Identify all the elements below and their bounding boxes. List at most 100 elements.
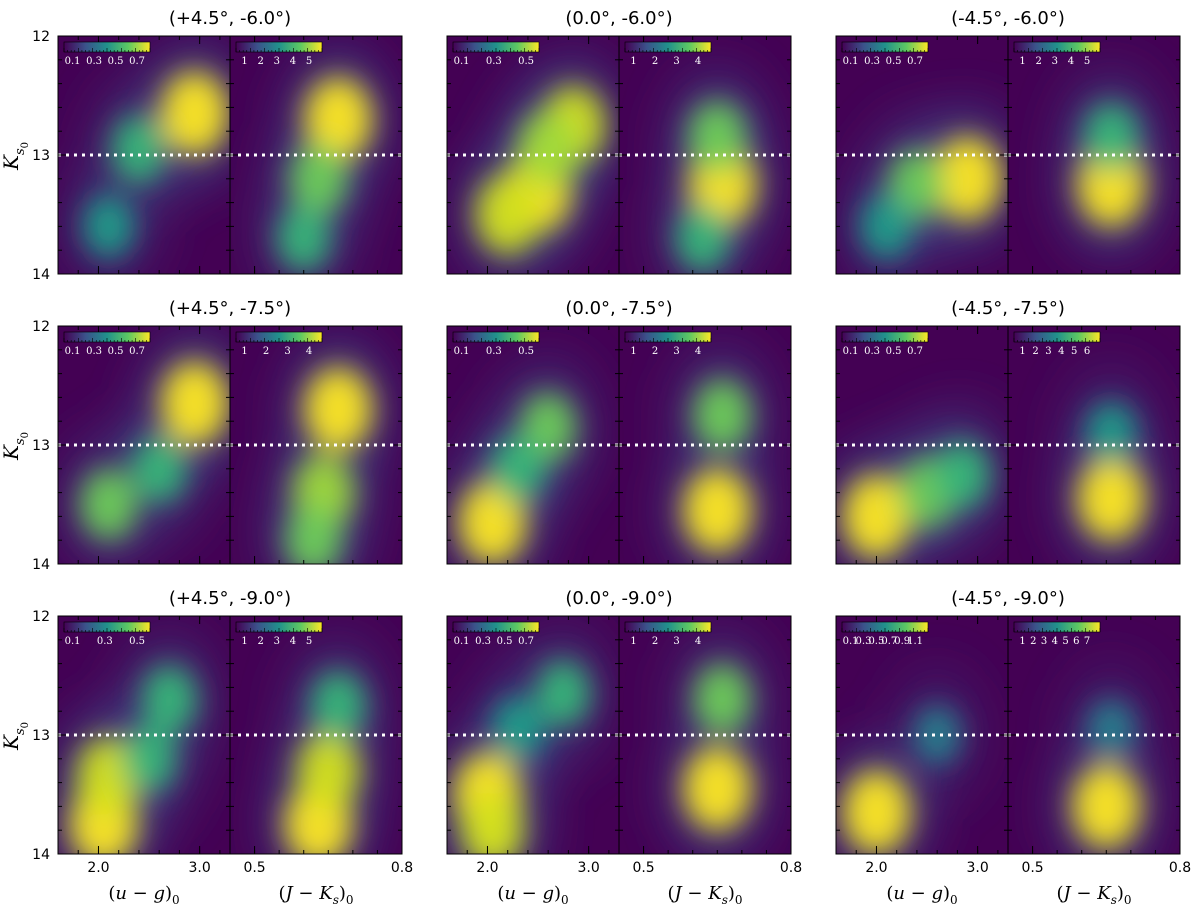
density-peak <box>82 194 135 259</box>
y-axis-label-text: Ks0 <box>0 432 31 461</box>
panel-ug: 2.0 3.0 0.1 0.3 0.5 <box>57 615 231 876</box>
heatmap <box>836 326 1008 564</box>
x-axis-label-jk: (J − Ks)0 <box>667 883 742 907</box>
colorbar: 0.1 0.3 0.5 <box>452 331 540 357</box>
colorbar-label: 1 <box>1019 636 1025 647</box>
label-part: 0 <box>20 142 31 148</box>
x-tick-label: 0.8 <box>391 860 413 876</box>
density-peak <box>675 204 730 272</box>
y-tick-label: 13 <box>32 438 50 454</box>
colorbar-label: 0.5 <box>518 56 534 67</box>
colorbar-label: 0.5 <box>129 636 145 647</box>
panel-title: (0.0°, -7.5°) <box>565 298 672 319</box>
heatmap <box>58 36 230 274</box>
y-axis-label: Ks0 <box>0 722 31 751</box>
panel-title: (0.0°, -6.0°) <box>565 8 672 29</box>
label-part: u <box>115 883 127 904</box>
colorbar-label: 4 <box>695 346 701 357</box>
heatmap <box>619 616 791 854</box>
colorbar-label: 0.5 <box>886 346 902 357</box>
density-peak <box>683 746 752 831</box>
panel-jk: 1 2 3 4 <box>618 35 792 275</box>
label-part: − <box>516 883 543 904</box>
colorbar-label: 0.1 <box>454 56 470 67</box>
panel-jk: 0.5 0.8 1 2 3 4 5 6 7 <box>1007 615 1191 876</box>
density-peak <box>141 665 197 734</box>
colorbar-label: 0.7 <box>129 346 145 357</box>
colorbar: 0.1 0.3 0.5 <box>63 621 151 647</box>
density-peak <box>122 725 176 793</box>
colorbar-label: 0.3 <box>864 56 880 67</box>
y-tick-label: 12 <box>32 29 50 45</box>
heatmap <box>1008 326 1180 564</box>
panel-ug: 0.1 0.3 0.5 0.7 <box>835 325 1009 565</box>
panel-ug: 0.1 0.3 0.5 <box>446 35 620 275</box>
density-core <box>453 659 591 854</box>
density-peak <box>1087 698 1135 760</box>
heatmap <box>447 326 619 564</box>
x-tick-label: 2.0 <box>476 860 498 876</box>
colorbar-label: 5 <box>1071 346 1077 357</box>
density-peak <box>935 440 990 510</box>
colorbar-label: 0.1 <box>65 56 81 67</box>
colorbar: 0.1 0.3 0.5 0.7 <box>841 331 929 357</box>
density-core <box>475 86 606 255</box>
label-part: ) <box>165 883 172 904</box>
label-part: s <box>13 438 28 445</box>
label-part: 0 <box>346 893 354 907</box>
heatmap <box>619 326 791 564</box>
colorbar-label: 0.3 <box>97 636 113 647</box>
label-part: g <box>931 883 943 904</box>
x-tick-label: 0.8 <box>1169 860 1191 876</box>
y-axis-label-text: Ks0 <box>0 722 31 751</box>
colorbar-label: 0.5 <box>108 346 124 357</box>
colorbar-label: 1 <box>630 56 636 67</box>
density-core <box>284 670 366 854</box>
heatmap <box>230 36 402 274</box>
x-tick-label: 2.0 <box>87 860 109 876</box>
colorbar-label: 0.7 <box>881 636 897 647</box>
colorbar-label: 2 <box>652 636 658 647</box>
heatmap <box>836 36 1008 274</box>
colorbar-label: 1 <box>630 636 636 647</box>
label-part: ) <box>554 883 561 904</box>
heatmap <box>619 36 791 274</box>
colorbar-label: 0.3 <box>475 636 491 647</box>
colorbar: 1 2 3 4 <box>624 621 712 647</box>
label-part: K <box>318 883 334 904</box>
x-tick-label: 0.8 <box>780 860 802 876</box>
colorbar: 0.10.30.50.70.91.1 <box>841 621 929 647</box>
colorbar: 1 2 3 4 <box>624 41 712 67</box>
colorbar-label: 2 <box>652 56 658 67</box>
panel-ug: 0.1 0.3 0.5 0.7 <box>835 35 1009 275</box>
heatmap <box>58 616 230 854</box>
colorbar: 0.1 0.3 0.5 0.7 <box>63 331 151 357</box>
colorbar: 0.1 0.3 0.5 <box>452 41 540 67</box>
density-peak <box>310 670 366 740</box>
label-part: 0 <box>735 893 743 907</box>
label-part: − <box>1071 883 1098 904</box>
colorbar-label: 2 <box>1032 346 1038 357</box>
density-peak <box>1077 456 1146 541</box>
y-tick-label: 14 <box>32 557 50 573</box>
y-tick-label: 12 <box>32 319 50 335</box>
colorbar-label: 0.1 <box>843 636 859 647</box>
density-peak <box>536 659 591 727</box>
heatmap <box>447 616 619 854</box>
density-peak <box>160 71 229 156</box>
figure-grid: (+4.5°, -6.0°)0.1 0.3 0.5 0.7 1 2 3 4 5121314Ks0… <box>0 8 1191 907</box>
label-part: 0 <box>20 432 31 438</box>
label-part: s <box>13 728 28 735</box>
density-peak <box>276 204 331 272</box>
colorbar-label: 4 <box>695 636 701 647</box>
density-core <box>675 100 757 272</box>
label-part: − <box>127 883 154 904</box>
density-peak <box>842 474 911 559</box>
label-part: ( <box>108 883 115 904</box>
colorbar-label: 0.1 <box>843 346 859 357</box>
density-core <box>1072 698 1141 849</box>
